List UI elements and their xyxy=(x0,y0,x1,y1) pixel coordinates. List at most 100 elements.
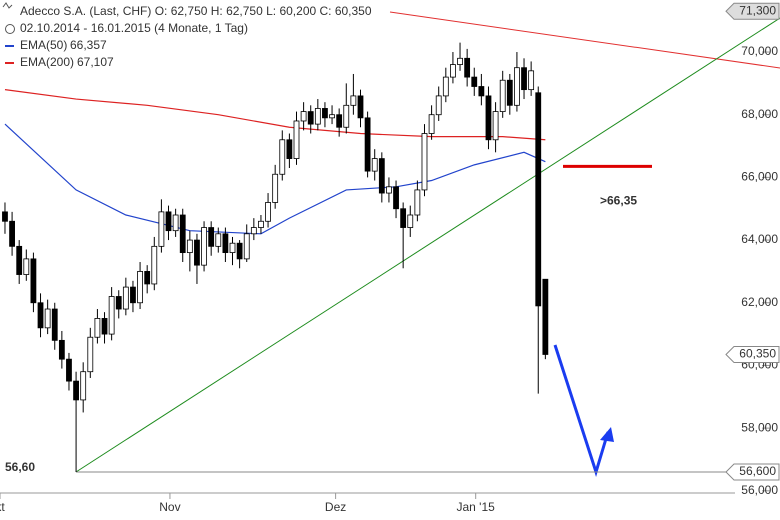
candle-body xyxy=(357,95,364,119)
candle-body xyxy=(208,227,215,247)
y-tick-label: 68,000 xyxy=(741,107,778,121)
candle-body xyxy=(272,173,279,203)
candle-body xyxy=(229,242,236,254)
candle-body xyxy=(457,57,463,65)
candle-body xyxy=(386,186,392,194)
candle-body xyxy=(236,242,243,260)
legend-label: EMA(200) xyxy=(20,55,74,69)
candle-body xyxy=(279,139,286,175)
candle-body xyxy=(137,271,143,304)
ema-line xyxy=(4,123,546,235)
candle-body xyxy=(144,271,151,285)
candle-body xyxy=(499,79,506,112)
candle-body xyxy=(2,211,8,222)
ema-line xyxy=(4,89,546,141)
candle-body xyxy=(450,64,456,78)
candle-body xyxy=(215,233,222,247)
price-tag xyxy=(725,463,780,481)
candle-body xyxy=(322,108,328,119)
candle-body xyxy=(258,220,264,228)
candle-body xyxy=(542,278,549,355)
candle-body xyxy=(243,233,250,260)
candle-body xyxy=(37,302,44,329)
candle-body xyxy=(293,120,300,159)
candle-body xyxy=(194,239,200,266)
legend-label: EMA(50) xyxy=(20,38,67,52)
candle-body xyxy=(535,92,542,307)
candle-body xyxy=(101,318,108,335)
candle-body xyxy=(94,318,101,338)
x-tick-label: Jan '15 xyxy=(457,500,496,514)
support-label: 56,60 xyxy=(5,460,35,474)
x-tick-label: Dez xyxy=(325,500,346,514)
candle-body xyxy=(371,158,378,172)
y-tick-label: 58,000 xyxy=(741,420,778,434)
candle-body xyxy=(250,227,257,235)
candle-body xyxy=(393,186,399,210)
candle-body xyxy=(151,245,158,285)
y-tick-label: 70,000 xyxy=(741,44,778,58)
legend-subtitle: 02.10.2014 - 16.01.2015 (4 Monate, 1 Tag… xyxy=(20,21,248,35)
candle-body xyxy=(442,76,449,97)
candle-body xyxy=(286,139,293,159)
candle-body xyxy=(73,380,79,401)
candle-body xyxy=(407,214,414,228)
candle-body xyxy=(471,76,478,87)
candle-body xyxy=(329,114,335,119)
candle-body xyxy=(44,308,51,329)
candle-body xyxy=(30,258,37,304)
candle-body xyxy=(343,104,350,128)
candle-body xyxy=(9,220,15,247)
legend-value: 67,107 xyxy=(77,55,114,69)
candle-body xyxy=(222,233,229,254)
candle-body xyxy=(400,208,407,228)
candle-body xyxy=(58,339,65,360)
y-tick-label: 66,000 xyxy=(741,170,778,184)
price-tag xyxy=(725,345,780,363)
candle-body xyxy=(414,189,421,216)
candle-body xyxy=(108,296,115,335)
candle-body xyxy=(158,211,165,247)
legend: Adecco S.A. (Last, CHF) O: 62,750 H: 62,… xyxy=(2,2,372,35)
candle-body xyxy=(130,286,136,304)
candle-body xyxy=(435,95,442,116)
candle-body xyxy=(179,214,186,254)
candle-body xyxy=(165,211,172,232)
legend-icon xyxy=(2,2,13,9)
candle-body xyxy=(528,70,535,91)
price-tag xyxy=(725,2,780,20)
candle-body xyxy=(265,202,271,222)
candle-body xyxy=(378,158,385,194)
candle-body xyxy=(478,86,485,97)
price-tag-label: 56,600 xyxy=(739,464,776,478)
target-label: >66,35 xyxy=(600,194,637,208)
y-tick-label: 62,000 xyxy=(741,295,778,309)
candle-body xyxy=(23,258,30,275)
candle-body xyxy=(314,108,321,125)
candle-body xyxy=(485,95,492,141)
candle-body xyxy=(51,308,58,341)
candle-body xyxy=(492,111,499,141)
price-tag-label: 60,350 xyxy=(739,347,776,361)
candle-body xyxy=(521,67,527,91)
resistance-trendline xyxy=(389,11,780,69)
candle-body xyxy=(201,227,207,266)
candle-body xyxy=(514,67,520,106)
candle-body xyxy=(300,111,307,122)
candle-body xyxy=(428,114,435,134)
y-tick-label: 56,000 xyxy=(741,483,778,497)
support-trendline xyxy=(75,17,780,473)
legend-title: Adecco S.A. (Last, CHF) O: 62,750 H: 62,… xyxy=(20,4,372,18)
x-tick-label: Nov xyxy=(159,500,180,514)
candle-body xyxy=(172,214,179,232)
candle-body xyxy=(16,245,23,275)
candle-body xyxy=(421,133,428,191)
candle-body xyxy=(186,239,193,254)
candle-body xyxy=(464,57,471,78)
candle-body xyxy=(307,111,314,125)
candle-body xyxy=(80,371,87,401)
candle-body xyxy=(122,286,129,310)
clock-icon xyxy=(5,24,15,34)
arrow-head xyxy=(600,427,614,442)
